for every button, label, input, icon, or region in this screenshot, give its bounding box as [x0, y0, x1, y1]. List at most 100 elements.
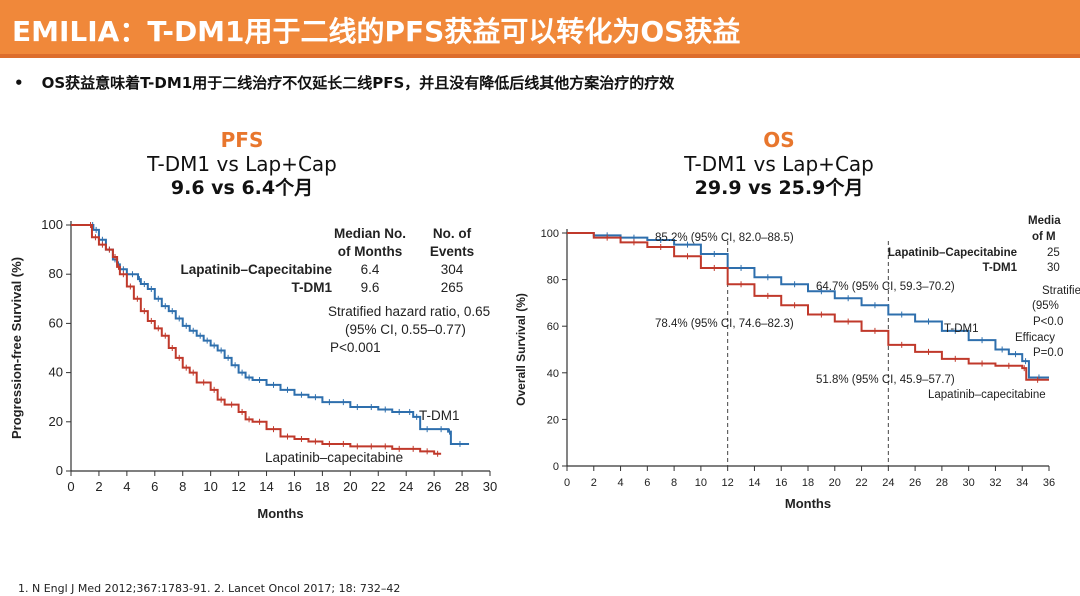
x-tick-label: 0 [67, 479, 74, 494]
os-row-lapcap-name: Lapatinib–Capecitabine [888, 247, 1017, 259]
x-tick-label: 2 [591, 477, 597, 489]
slide-title: EMILIA：T-DM1用于二线的PFS获益可以转化为OS获益 [12, 15, 741, 48]
os-row-tdm1-name: T-DM1 [983, 262, 1018, 274]
x-tick-label: 32 [989, 477, 1001, 489]
x-tick-label: 22 [371, 479, 385, 494]
tdm1-curve-label: T-DM1 [944, 323, 979, 335]
y-tick-label: 20 [49, 414, 63, 429]
os-survival-annotation: 64.7% (95% CI, 59.3–70.2) [816, 281, 955, 293]
x-axis-title: Months [257, 506, 303, 521]
x-tick-label: 4 [123, 479, 130, 494]
os-note-4: Efficacy [1015, 332, 1055, 344]
x-tick-label: 16 [775, 477, 787, 489]
y-axis-title: Overall Survival (%) [514, 293, 528, 406]
y-tick-label: 80 [547, 275, 559, 287]
lapcap-curve-label: Lapatinib–capecitabine [265, 450, 403, 465]
bullet-text: OS获益意味着T-DM1用于二线治疗不仅延长二线PFS，并且没有降低后线其他方案… [41, 74, 675, 92]
y-tick-label: 20 [547, 414, 559, 426]
pfs-col-events-2: Events [430, 244, 474, 259]
pfs-result: 9.6 vs 6.4个月 [170, 177, 314, 199]
references: 1. N Engl J Med 2012;367:1783-91. 2. Lan… [18, 582, 401, 595]
os-note-2: (95% [1032, 300, 1059, 312]
y-tick-label: 40 [547, 368, 559, 380]
os-survival-annotation: 85.2% (95% CI, 82.0–88.5) [655, 232, 794, 244]
pfs-comparison: T-DM1 vs Lap+Cap [147, 152, 337, 176]
pfs-row-lapcap-name: Lapatinib–Capecitabine [180, 262, 332, 277]
pfs-label: PFS [220, 128, 264, 152]
pfs-heading: PFS T-DM1 vs Lap+Cap 9.6 vs 6.4个月 [62, 128, 422, 200]
x-tick-label: 14 [748, 477, 760, 489]
os-col-median-1: Media [1028, 215, 1061, 227]
os-row-lapcap-value: 25 [1047, 247, 1060, 259]
pfs-row-lapcap-median: 6.4 [361, 262, 380, 277]
title-bar: EMILIA：T-DM1用于二线的PFS获益可以转化为OS获益 [0, 0, 1080, 58]
os-survival-annotation: 78.4% (95% CI, 74.6–82.3) [655, 318, 794, 330]
bullet-icon: • [14, 74, 24, 92]
x-tick-label: 30 [483, 479, 497, 494]
os-note-3: P<0.0 [1033, 316, 1063, 328]
pfs-hr-line3: P<0.001 [330, 340, 381, 355]
x-tick-label: 10 [695, 477, 707, 489]
os-comparison: T-DM1 vs Lap+Cap [684, 152, 874, 176]
x-tick-label: 14 [259, 479, 273, 494]
pfs-row-lapcap-events: 304 [441, 262, 464, 277]
os-row-tdm1-value: 30 [1047, 262, 1060, 274]
y-tick-label: 40 [49, 365, 63, 380]
x-tick-label: 6 [644, 477, 650, 489]
pfs-col-median-1: Median No. [334, 226, 406, 241]
y-tick-label: 0 [56, 463, 63, 478]
tdm1-curve-label: T-DM1 [419, 408, 460, 423]
y-tick-label: 60 [49, 315, 63, 330]
bullet-point: • OS获益意味着T-DM1用于二线治疗不仅延长二线PFS，并且没有降低后线其他方… [14, 72, 674, 93]
x-tick-label: 18 [802, 477, 814, 489]
y-axis-title: Progression-free Survival (%) [9, 257, 24, 439]
x-tick-label: 24 [882, 477, 894, 489]
x-tick-label: 34 [1016, 477, 1028, 489]
x-tick-label: 10 [203, 479, 217, 494]
x-tick-label: 28 [936, 477, 948, 489]
x-tick-label: 30 [963, 477, 975, 489]
x-tick-label: 8 [671, 477, 677, 489]
pfs-row-tdm1-name: T-DM1 [292, 280, 333, 295]
pfs-row-tdm1-events: 265 [441, 280, 464, 295]
pfs-hr-line2: (95% CI, 0.55–0.77) [345, 322, 466, 337]
y-tick-label: 100 [541, 228, 559, 240]
tdm1-curve [71, 224, 470, 445]
os-note-1: Stratifie [1042, 285, 1080, 297]
os-result: 29.9 vs 25.9个月 [694, 177, 864, 199]
y-tick-label: 80 [49, 266, 63, 281]
x-tick-label: 28 [455, 479, 469, 494]
x-axis-title: Months [785, 496, 831, 511]
y-tick-label: 100 [41, 217, 63, 232]
x-tick-label: 26 [909, 477, 921, 489]
pfs-col-median-2: of Months [338, 244, 402, 259]
x-tick-label: 12 [722, 477, 734, 489]
x-tick-label: 20 [829, 477, 841, 489]
x-tick-label: 2 [95, 479, 102, 494]
x-tick-label: 18 [315, 479, 329, 494]
pfs-hr-line1: Stratified hazard ratio, 0.65 [328, 304, 490, 319]
x-tick-label: 4 [617, 477, 623, 489]
x-tick-label: 24 [399, 479, 413, 494]
os-label: OS [763, 128, 795, 152]
os-col-median-2: of M [1032, 231, 1056, 243]
x-tick-label: 20 [343, 479, 357, 494]
x-tick-label: 16 [287, 479, 301, 494]
x-tick-label: 6 [151, 479, 158, 494]
pfs-row-tdm1-median: 9.6 [361, 280, 380, 295]
os-heading: OS T-DM1 vs Lap+Cap 29.9 vs 25.9个月 [599, 128, 959, 200]
os-survival-annotation: 51.8% (95% CI, 45.9–57.7) [816, 374, 955, 386]
x-tick-label: 8 [179, 479, 186, 494]
os-note-5: P=0.0 [1033, 347, 1063, 359]
x-tick-label: 26 [427, 479, 441, 494]
pfs-col-events-1: No. of [433, 226, 472, 241]
y-tick-label: 0 [553, 461, 559, 473]
title-underline [0, 54, 1080, 58]
lapcap-curve-label: Lapatinib–capecitabine [928, 389, 1046, 401]
x-tick-label: 22 [855, 477, 867, 489]
x-tick-label: 12 [231, 479, 245, 494]
x-tick-label: 0 [564, 477, 570, 489]
